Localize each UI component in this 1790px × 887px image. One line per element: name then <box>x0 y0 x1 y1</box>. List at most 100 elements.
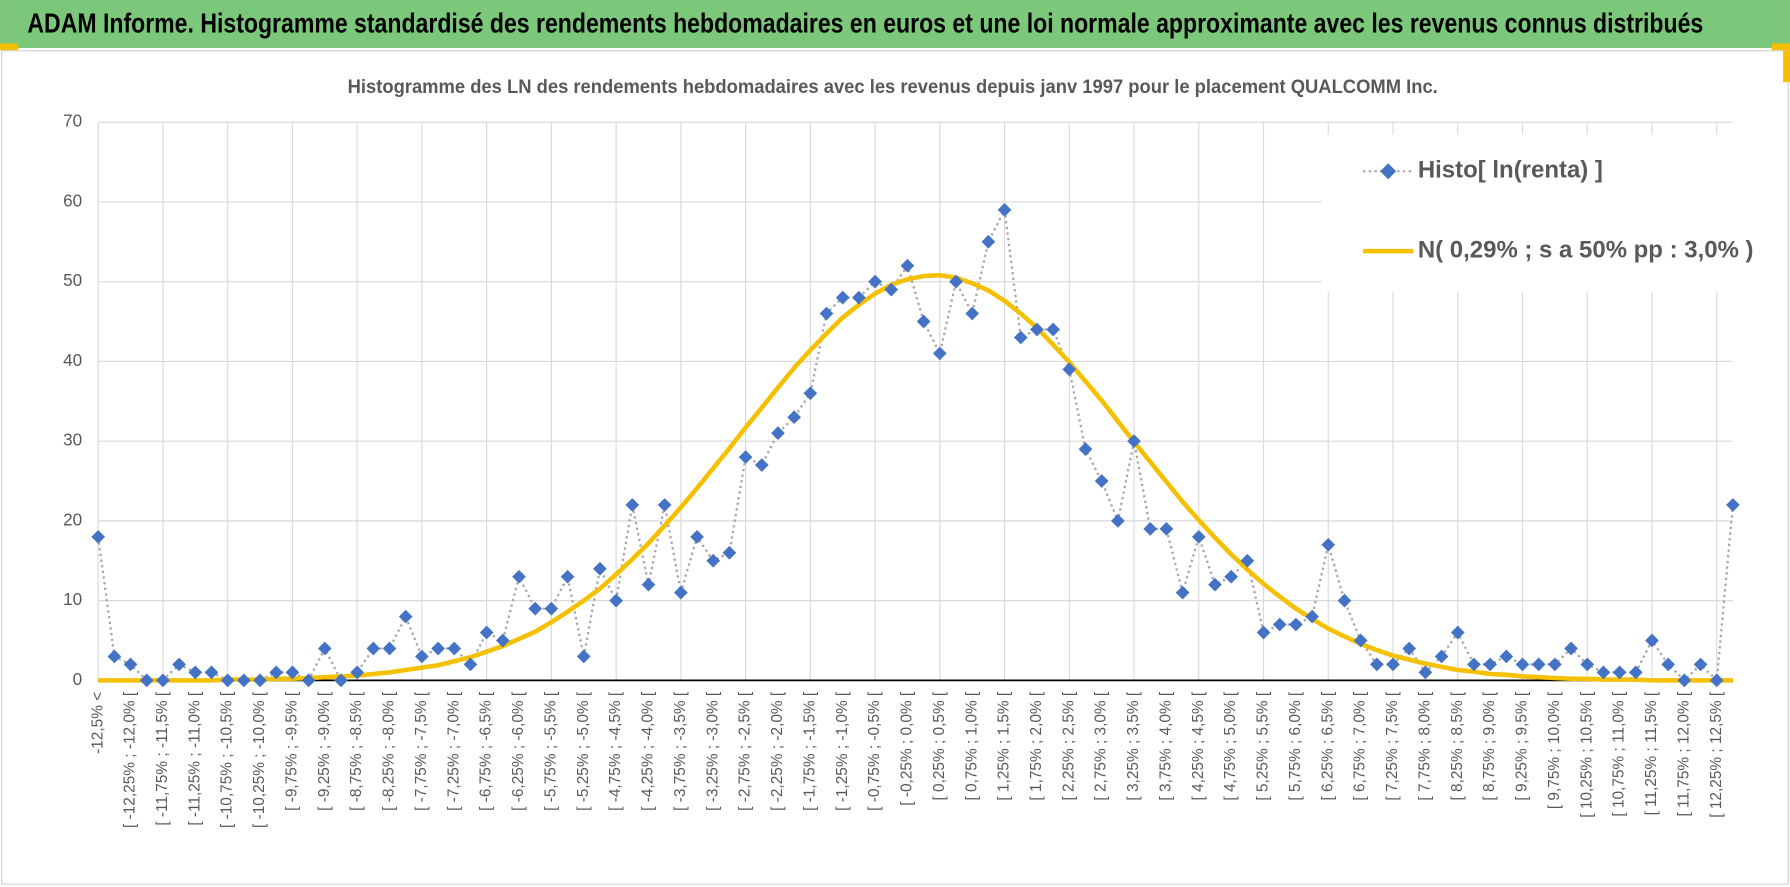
data-point <box>91 529 106 544</box>
header-bar <box>0 0 1790 48</box>
data-point <box>204 665 219 680</box>
x-tick-label: [ 8,25% ; 8,5% [ <box>1449 691 1466 800</box>
data-point <box>965 306 980 321</box>
x-tick-label: [ 1,25% ; 1,5% [ <box>996 691 1013 800</box>
x-tick-label: [ 11,75% ; 12,0% [ <box>1675 691 1692 816</box>
data-point <box>738 450 753 464</box>
data-point <box>1046 322 1060 337</box>
x-tick-label: [ 9,25% ; 9,5% [ <box>1514 691 1531 800</box>
data-point <box>900 258 915 273</box>
y-tick-label: 30 <box>63 431 82 450</box>
header-title: ADAM Informe. Histogramme standardisé de… <box>27 7 1703 38</box>
data-point <box>1628 665 1643 680</box>
data-point <box>269 665 284 680</box>
x-tick-label: [ -12,25% ; -12,0% [ <box>122 691 139 828</box>
data-point <box>479 625 494 640</box>
data-point <box>1596 665 1611 680</box>
data-point <box>690 529 704 544</box>
x-tick-label: [ -8,25% ; -8,0% [ <box>381 691 398 811</box>
data-point <box>350 665 365 680</box>
data-point <box>657 498 672 512</box>
data-point <box>560 569 575 584</box>
x-tick-label: [ -2,25% ; -2,0% [ <box>769 691 786 811</box>
x-tick-label: [ -6,25% ; -6,0% [ <box>510 691 527 811</box>
legend-label: Histo[ ln(renta) ] <box>1418 157 1603 184</box>
x-tick-label: [ 7,25% ; 7,5% [ <box>1384 691 1401 800</box>
series-line <box>98 272 1733 683</box>
legend-marker <box>1380 163 1397 180</box>
data-point <box>1612 665 1627 680</box>
data-point <box>317 641 332 656</box>
x-tick-label: [ -0,75% ; -0,5% [ <box>866 691 883 811</box>
x-tick-label: [ -5,75% ; -5,5% [ <box>542 691 559 811</box>
legend-label: N( 0,29% ; s a 50% pp : 3,0% ) <box>1418 236 1754 263</box>
y-tick-label: 70 <box>63 112 82 131</box>
data-point <box>1418 665 1433 680</box>
data-point <box>609 593 623 608</box>
data-point <box>1062 362 1077 377</box>
data-point <box>1191 529 1206 544</box>
data-point <box>787 410 802 425</box>
x-tick-label: [ -10,25% ; -10,0% [ <box>251 691 268 828</box>
x-tick-label: [ 4,25% ; 4,5% [ <box>1190 691 1207 800</box>
x-tick-label: [ 6,75% ; 7,0% [ <box>1352 691 1369 800</box>
data-point <box>366 641 381 656</box>
x-tick-label: -12,5% < <box>89 692 106 754</box>
legend: Histo[ ln(renta) ] N( 0,29% ; s a 50% pp … <box>1321 134 1754 293</box>
y-tick-label: 0 <box>73 670 83 689</box>
data-point <box>382 641 397 656</box>
x-tick-label: [ -5,25% ; -5,0% [ <box>575 691 592 811</box>
x-tick-label: [ 0,75% ; 1,0% [ <box>963 691 980 800</box>
data-point <box>1013 330 1028 345</box>
data-point <box>803 386 818 401</box>
corner-mark <box>0 43 19 51</box>
x-tick-label: [ -4,25% ; -4,0% [ <box>640 691 657 811</box>
x-tick-label: [ -1,75% ; -1,5% [ <box>801 691 818 811</box>
x-tick-label: [ -9,25% ; -9,0% [ <box>316 691 333 811</box>
x-tick-label: [ -3,25% ; -3,0% [ <box>704 691 721 811</box>
x-tick-label: [ -6,75% ; -6,5% [ <box>478 691 495 811</box>
data-point <box>431 641 445 656</box>
x-tick-label: [ 5,25% ; 5,5% [ <box>1255 691 1272 800</box>
x-tick-label: [ 2,75% ; 3,0% [ <box>1093 691 1110 800</box>
data-point <box>932 346 947 361</box>
data-point <box>1127 434 1141 448</box>
data-point <box>1256 625 1271 640</box>
x-tick-label: [ 3,25% ; 3,5% [ <box>1125 691 1142 800</box>
data-point <box>1272 617 1287 632</box>
x-tick-label: [ -3,75% ; -3,5% [ <box>672 691 689 811</box>
corner-mark <box>1771 43 1790 51</box>
x-tick-label: [ 4,75% ; 5,0% [ <box>1222 691 1239 800</box>
x-tick-label: [ -10,75% ; -10,5% [ <box>219 691 236 828</box>
data-point <box>512 569 526 584</box>
y-tick-label: 50 <box>63 271 82 290</box>
x-tick-label: [ -11,25% ; -11,0% [ <box>186 691 203 826</box>
data-point <box>1240 553 1255 568</box>
data-point <box>981 234 996 249</box>
x-tick-label: [ 11,25% ; 11,5% [ <box>1643 691 1660 815</box>
data-point <box>285 665 300 680</box>
x-tick-label: [ 12,25% ; 12,5% [ <box>1708 691 1725 818</box>
corner-mark <box>1783 50 1790 83</box>
data-point <box>949 274 963 289</box>
data-point <box>1402 641 1417 656</box>
x-tick-label: [ 2,25% ; 2,5% [ <box>1060 691 1077 800</box>
x-tick-label: [ -1,25% ; -1,0% [ <box>834 691 851 811</box>
x-tick-label: [ 3,75% ; 4,0% [ <box>1158 691 1175 800</box>
x-tick-label: [ -7,75% ; -7,5% [ <box>413 691 430 811</box>
x-tick-label: [ 5,75% ; 6,0% [ <box>1287 691 1304 800</box>
x-tick-label: [ -11,75% ; -11,5% [ <box>154 691 171 826</box>
x-tick-label: [ 7,75% ; 8,0% [ <box>1416 691 1433 800</box>
data-point <box>447 641 462 656</box>
data-point <box>674 585 688 600</box>
x-tick-label: [ 6,25% ; 6,5% [ <box>1319 691 1336 800</box>
x-tick-label: [ -9,75% ; -9,5% [ <box>283 691 300 811</box>
legend-box <box>1321 134 1733 293</box>
data-point <box>1450 625 1465 640</box>
x-tick-label: [ -7,25% ; -7,0% [ <box>445 691 462 811</box>
x-tick-label: [ -0,25% ; 0,0% [ <box>899 691 916 806</box>
y-tick-label: 60 <box>63 191 82 210</box>
y-tick-label: 40 <box>63 351 82 370</box>
